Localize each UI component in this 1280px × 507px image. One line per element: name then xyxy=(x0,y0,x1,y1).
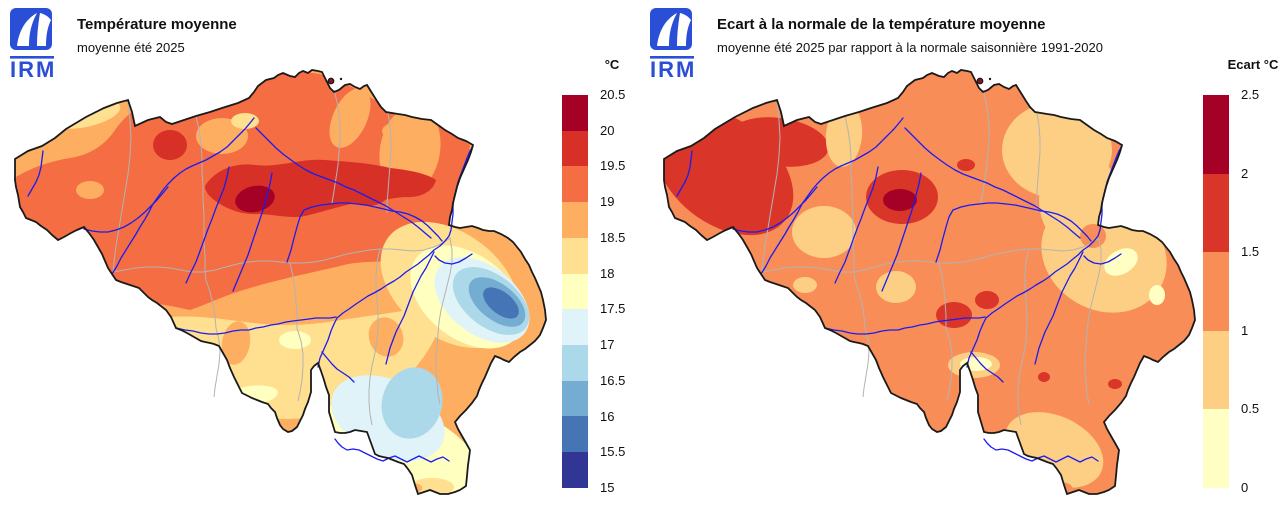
irm-logo-icon: IRM xyxy=(10,8,56,82)
right-panel-header: IRM Ecart à la normale de la température… xyxy=(648,7,1103,86)
legend-segment xyxy=(562,237,588,274)
legend-title: Ecart °C xyxy=(1227,57,1279,72)
legend-segment xyxy=(1203,409,1229,488)
legend-tick-label: 20 xyxy=(600,122,615,138)
anomaly-legend: Ecart °C 2.5 2 1.5 1 0.5 0 xyxy=(1203,0,1280,507)
legend-segment xyxy=(562,309,588,346)
legend-segment xyxy=(562,416,588,453)
legend-segment xyxy=(1203,173,1229,253)
exclave-dot-small xyxy=(988,77,992,81)
legend-segment xyxy=(562,166,588,203)
legend-tick-label: 15.5 xyxy=(600,444,626,460)
legend-tick-label: 15 xyxy=(600,480,615,495)
irm-logo-icon: IRM xyxy=(650,8,696,82)
legend-tick-label: 0.5 xyxy=(1241,401,1260,417)
legend-tick-labels: 2.5 2 1.5 1 0.5 0 xyxy=(1241,87,1280,495)
legend-tick-label: 17 xyxy=(600,337,615,353)
anomaly-map xyxy=(663,69,1196,495)
legend-tick-label: 20.5 xyxy=(600,87,626,102)
legend-tick-label: 2.5 xyxy=(1241,87,1260,102)
legend-segment xyxy=(1203,252,1229,331)
legend-segment xyxy=(1203,330,1229,410)
legend-tick-label: 19.5 xyxy=(600,158,626,174)
right-map-subtitle: moyenne été 2025 par rapport à la normal… xyxy=(717,40,1103,55)
legend-tick-label: 1 xyxy=(1241,322,1249,338)
legend-tick-label: 17.5 xyxy=(600,301,626,317)
legend-segment xyxy=(562,130,588,167)
legend-segment xyxy=(562,95,588,131)
legend-tick-label: 16 xyxy=(600,408,615,424)
legend-tick-label: 18.5 xyxy=(600,229,626,245)
svg-text:IRM: IRM xyxy=(650,57,696,81)
legend-segment xyxy=(562,380,588,417)
legend-tick-label: 19 xyxy=(600,194,615,210)
legend-tick-label: 18 xyxy=(600,265,615,281)
legend-segment xyxy=(562,202,588,238)
exclave-dot xyxy=(976,77,984,85)
legend-segment xyxy=(562,345,588,381)
legend-tick-label: 2 xyxy=(1241,165,1249,181)
exclave-dot xyxy=(327,77,335,85)
legend-tick-label: 1.5 xyxy=(1241,244,1260,260)
svg-text:IRM: IRM xyxy=(10,57,56,81)
legend-segment xyxy=(562,273,588,310)
temperature-legend: °C 20.5 20 19.5 19 18.5 18 17.5 17 16.5 16 15.5 15 xyxy=(562,0,657,507)
legend-segment xyxy=(1203,95,1229,174)
legend-color-bar xyxy=(562,95,588,488)
legend-title: °C xyxy=(604,57,620,72)
legend-tick-label: 16.5 xyxy=(600,372,626,388)
temperature-map xyxy=(14,69,547,495)
legend-tick-label: 0 xyxy=(1241,480,1249,495)
left-panel-header: IRM Température moyenne moyenne été 2025 xyxy=(8,7,237,86)
right-map-title: Ecart à la normale de la température moy… xyxy=(717,16,1046,33)
legend-tick-labels: 20.5 20 19.5 19 18.5 18 17.5 17 16.5 16 15.5 15 xyxy=(600,87,650,495)
legend-segment xyxy=(562,452,588,488)
legend-color-bar xyxy=(1203,95,1229,488)
exclave-dot-small xyxy=(339,77,343,81)
left-map-subtitle: moyenne été 2025 xyxy=(77,40,185,55)
left-map-title: Température moyenne xyxy=(77,16,237,33)
